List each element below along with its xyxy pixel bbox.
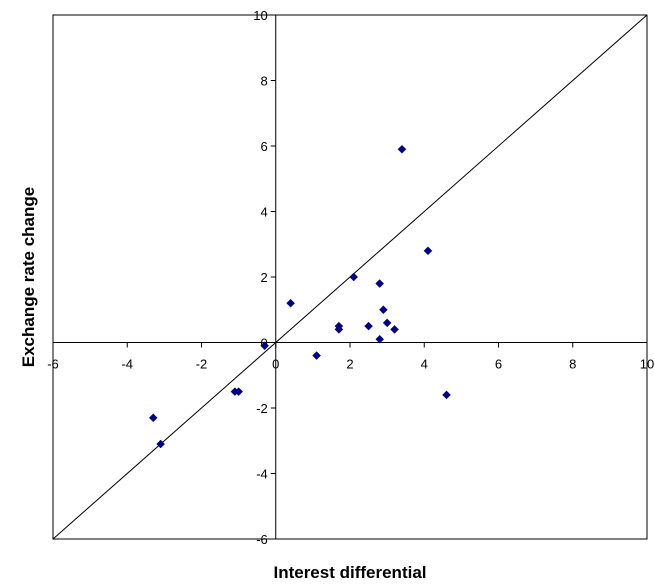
x-tick-label: 8 bbox=[569, 357, 576, 372]
data-point bbox=[397, 144, 407, 154]
data-point bbox=[423, 246, 433, 256]
data-point bbox=[442, 390, 451, 400]
x-tick-label: 4 bbox=[421, 357, 428, 372]
data-point bbox=[382, 318, 392, 328]
y-tick-label: 4 bbox=[261, 205, 268, 220]
x-tick-label: -6 bbox=[47, 357, 59, 372]
data-point bbox=[364, 321, 373, 331]
data-point bbox=[148, 413, 158, 423]
x-tick-label: -2 bbox=[196, 357, 208, 372]
y-tick-label: -4 bbox=[256, 467, 268, 482]
data-point bbox=[156, 439, 166, 449]
data-point bbox=[349, 272, 359, 282]
data-point bbox=[260, 341, 269, 351]
data-point bbox=[379, 305, 388, 315]
data-point bbox=[390, 325, 399, 334]
x-tick-label: 0 bbox=[272, 357, 279, 372]
data-point bbox=[375, 334, 385, 344]
y-tick-label: 6 bbox=[261, 139, 268, 154]
y-tick-label: -6 bbox=[256, 532, 268, 547]
y-tick-label: 10 bbox=[253, 8, 267, 23]
data-point bbox=[234, 387, 243, 396]
x-axis-title: Interest differential bbox=[273, 563, 426, 582]
y-tick-label: -2 bbox=[256, 401, 268, 416]
data-point bbox=[312, 351, 321, 360]
data-point bbox=[286, 298, 295, 308]
data-point bbox=[375, 279, 385, 288]
x-tick-label: 6 bbox=[495, 357, 502, 372]
x-tick-label: 2 bbox=[346, 357, 353, 372]
x-tick-label: 10 bbox=[640, 357, 654, 372]
x-tick-label: -4 bbox=[121, 357, 133, 372]
y-tick-label: 8 bbox=[261, 74, 268, 89]
y-axis-title: Exchange rate change bbox=[19, 187, 38, 367]
data-point bbox=[334, 325, 344, 334]
y-tick-label: 2 bbox=[261, 270, 268, 285]
